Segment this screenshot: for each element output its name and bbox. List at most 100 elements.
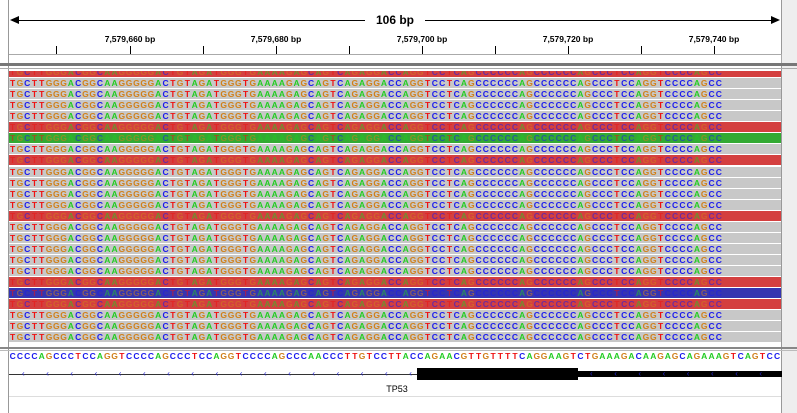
base: C xyxy=(439,100,446,111)
base: C xyxy=(388,221,395,232)
base: C xyxy=(431,166,438,177)
base: T xyxy=(10,89,16,100)
base: G xyxy=(45,321,53,332)
base: C xyxy=(504,299,511,310)
base: C xyxy=(555,122,562,133)
base: C xyxy=(628,166,635,177)
base: C xyxy=(570,188,577,199)
base: A xyxy=(359,210,366,221)
base: C xyxy=(31,351,38,361)
base: C xyxy=(24,78,31,89)
base: A xyxy=(635,89,642,100)
base: T xyxy=(184,166,190,177)
base: G xyxy=(234,332,242,343)
base: C xyxy=(388,288,395,299)
gene-exon-coding[interactable] xyxy=(417,368,578,380)
track-divider[interactable] xyxy=(0,63,797,66)
base: A xyxy=(155,255,162,266)
base: A xyxy=(191,155,198,166)
base: C xyxy=(562,243,569,254)
base: C xyxy=(621,299,628,310)
base: G xyxy=(700,332,708,343)
base: C xyxy=(75,199,82,210)
base: C xyxy=(548,177,555,188)
base: C xyxy=(606,221,613,232)
base: C xyxy=(395,210,402,221)
base: A xyxy=(686,351,693,361)
base: T xyxy=(242,100,249,111)
base: G xyxy=(642,210,650,221)
base: G xyxy=(234,232,242,243)
base: G xyxy=(409,332,417,343)
base: G xyxy=(249,288,257,299)
base: A xyxy=(380,321,387,332)
base: T xyxy=(330,243,336,254)
base: C xyxy=(337,288,344,299)
base: G xyxy=(409,100,417,111)
base: C xyxy=(482,111,489,122)
base: G xyxy=(700,232,708,243)
base: G xyxy=(366,277,373,288)
base: C xyxy=(562,89,569,100)
gene-utr[interactable] xyxy=(578,371,782,377)
base: A xyxy=(446,351,453,361)
base: C xyxy=(482,155,489,166)
base: C xyxy=(628,277,635,288)
base: A xyxy=(293,177,300,188)
vertical-scrollbar[interactable] xyxy=(782,0,797,413)
base: A xyxy=(191,166,198,177)
base: C xyxy=(162,155,169,166)
base: G xyxy=(140,299,147,310)
base: G xyxy=(700,221,708,232)
base: G xyxy=(373,288,380,299)
base: A xyxy=(402,288,409,299)
base: G xyxy=(700,166,708,177)
base: G xyxy=(285,155,293,166)
base: A xyxy=(380,332,387,343)
base: C xyxy=(628,310,635,321)
strand-arrow-icon: ‹ xyxy=(686,369,690,378)
base: C xyxy=(672,111,679,122)
gene-label[interactable]: TP53 xyxy=(386,384,408,394)
base: G xyxy=(140,232,147,243)
base: A xyxy=(693,100,701,111)
base: C xyxy=(497,166,504,177)
base: G xyxy=(147,122,155,133)
base: C xyxy=(475,288,482,299)
base: T xyxy=(330,100,336,111)
base: C xyxy=(453,299,460,310)
base: C xyxy=(562,310,569,321)
base: G xyxy=(285,255,293,266)
base: G xyxy=(234,266,242,277)
track-divider[interactable] xyxy=(0,347,797,349)
base: T xyxy=(446,321,453,332)
base: G xyxy=(60,133,67,144)
base: C xyxy=(439,277,446,288)
